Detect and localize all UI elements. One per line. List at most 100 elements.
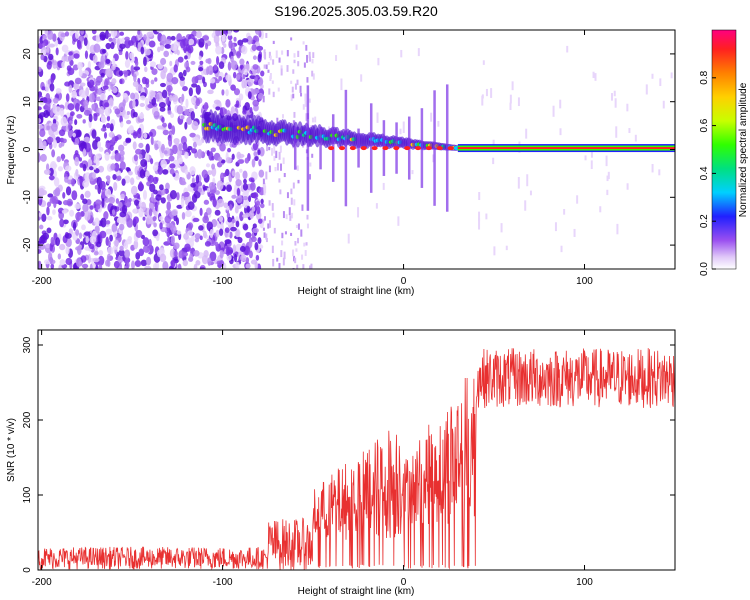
spectral-noise-blob bbox=[179, 76, 185, 81]
spectral-noise-blob bbox=[133, 73, 137, 82]
signal-streak bbox=[344, 89, 348, 207]
spectral-noise-blob bbox=[147, 174, 154, 184]
spectral-noise-blob bbox=[77, 129, 82, 138]
spectral-noise-blob bbox=[183, 232, 189, 240]
spectral-noise-blob bbox=[202, 35, 209, 41]
spectral-noise-blob bbox=[41, 86, 46, 91]
spectral-noise-blob bbox=[46, 43, 50, 54]
spectral-noise-blob bbox=[187, 222, 194, 230]
spectral-noise-blob bbox=[168, 94, 173, 102]
spectral-noise-blob bbox=[224, 108, 228, 115]
spectral-faint-mark bbox=[559, 99, 562, 109]
spectral-sparse-mark bbox=[281, 114, 284, 119]
spectral-noise-blob bbox=[80, 193, 85, 201]
spectral-noise-blob bbox=[155, 194, 162, 201]
spectral-sparse-mark bbox=[278, 151, 281, 160]
spectral-noise-blob bbox=[242, 170, 248, 180]
spectral-sparse-mark bbox=[296, 79, 299, 85]
spectral-noise-blob bbox=[150, 192, 154, 202]
spectral-noise-blob bbox=[215, 30, 221, 37]
spectral-noise-blob bbox=[43, 169, 51, 175]
spectral-noise-blob bbox=[159, 184, 164, 191]
spectral-noise-blob bbox=[242, 109, 247, 115]
spectral-sparse-mark bbox=[311, 58, 314, 64]
spectral-noise-blob bbox=[93, 251, 99, 256]
spectral-noise-blob bbox=[92, 257, 100, 263]
spectral-noise-blob bbox=[51, 195, 58, 204]
spectral-noise-blob bbox=[230, 60, 238, 70]
spectral-sparse-mark bbox=[306, 54, 309, 63]
spectral-noise-blob bbox=[233, 253, 238, 263]
spectral-noise-blob bbox=[138, 207, 144, 218]
spectral-noise-blob bbox=[38, 118, 42, 124]
spectral-noise-blob bbox=[191, 177, 195, 185]
spectral-noise-blob bbox=[58, 142, 63, 148]
spectral-noise-blob bbox=[49, 83, 55, 92]
spectral-noise-blob bbox=[188, 38, 195, 46]
spectral-sparse-mark bbox=[293, 111, 296, 118]
spectral-noise-blob bbox=[88, 79, 95, 87]
x-tick-label: 0 bbox=[401, 577, 407, 588]
spectral-noise-blob bbox=[254, 242, 259, 251]
spectral-noise-blob bbox=[120, 193, 125, 200]
spectral-sparse-mark bbox=[277, 87, 280, 92]
snr-frame bbox=[37, 329, 676, 571]
spectral-noise-blob bbox=[159, 44, 165, 51]
spectral-noise-blob bbox=[122, 92, 128, 98]
spectral-noise-blob bbox=[40, 54, 45, 61]
spectral-noise-blob bbox=[231, 170, 236, 177]
spectral-noise-blob bbox=[215, 229, 220, 238]
carrier-peak bbox=[393, 146, 400, 151]
spectral-noise-blob bbox=[47, 30, 54, 41]
spectral-noise-blob bbox=[201, 255, 209, 265]
spectral-faint-mark bbox=[607, 171, 610, 180]
spectral-noise-blob bbox=[254, 75, 258, 82]
spectral-noise-blob bbox=[110, 41, 115, 50]
spectral-sparse-mark bbox=[302, 41, 305, 45]
spectral-noise-blob bbox=[171, 125, 176, 135]
spectral-noise-blob bbox=[74, 119, 78, 126]
spectral-faint-mark bbox=[524, 200, 527, 211]
spectral-noise-blob bbox=[171, 76, 179, 85]
spectral-noise-blob bbox=[50, 75, 55, 84]
spectral-noise-blob bbox=[215, 45, 222, 55]
spectral-noise-blob bbox=[239, 64, 244, 70]
spectral-noise-blob bbox=[181, 212, 186, 220]
spectral-noise-blob bbox=[153, 110, 160, 120]
signal-streak bbox=[433, 90, 436, 206]
spectral-noise-blob bbox=[52, 209, 56, 215]
spectral-noise-blob bbox=[217, 198, 225, 208]
spectral-noise-blob bbox=[158, 102, 166, 109]
spectral-noise-blob bbox=[48, 53, 54, 61]
spectral-noise-blob bbox=[182, 142, 188, 151]
spectral-noise-blob bbox=[78, 89, 86, 98]
spectral-noise-blob bbox=[52, 97, 59, 104]
spectral-noise-blob bbox=[225, 99, 231, 108]
spectral-noise-blob bbox=[173, 250, 178, 258]
spectral-noise-blob bbox=[109, 123, 114, 132]
spectral-noise-blob bbox=[253, 151, 258, 157]
spectral-noise-blob bbox=[187, 45, 194, 54]
spectral-noise-blob bbox=[70, 111, 75, 117]
spectral-sparse-mark bbox=[268, 165, 271, 173]
spectral-noise-blob bbox=[244, 245, 251, 256]
spectral-faint-mark bbox=[634, 134, 637, 142]
spectral-noise-blob bbox=[38, 212, 43, 218]
spectral-noise-blob bbox=[231, 153, 235, 160]
spectral-noise-blob bbox=[82, 198, 88, 205]
spectral-noise-blob bbox=[130, 185, 138, 196]
spectral-sparse-mark bbox=[311, 117, 314, 123]
spectral-noise-blob bbox=[132, 99, 136, 109]
spectral-noise-blob bbox=[128, 170, 133, 176]
spectral-noise-blob bbox=[144, 48, 151, 56]
spectral-noise-blob bbox=[48, 252, 53, 263]
spectral-noise-blob bbox=[156, 93, 160, 102]
spectral-sparse-mark bbox=[281, 50, 284, 55]
spectral-sparse-mark bbox=[300, 229, 303, 237]
spectral-faint-mark bbox=[651, 164, 654, 173]
spectral-noise-blob bbox=[113, 231, 118, 238]
spectral-sparse-mark bbox=[281, 240, 284, 246]
spectral-noise-blob bbox=[226, 246, 234, 255]
spectral-noise-blob bbox=[62, 138, 67, 144]
spectral-noise-blob bbox=[85, 236, 90, 244]
